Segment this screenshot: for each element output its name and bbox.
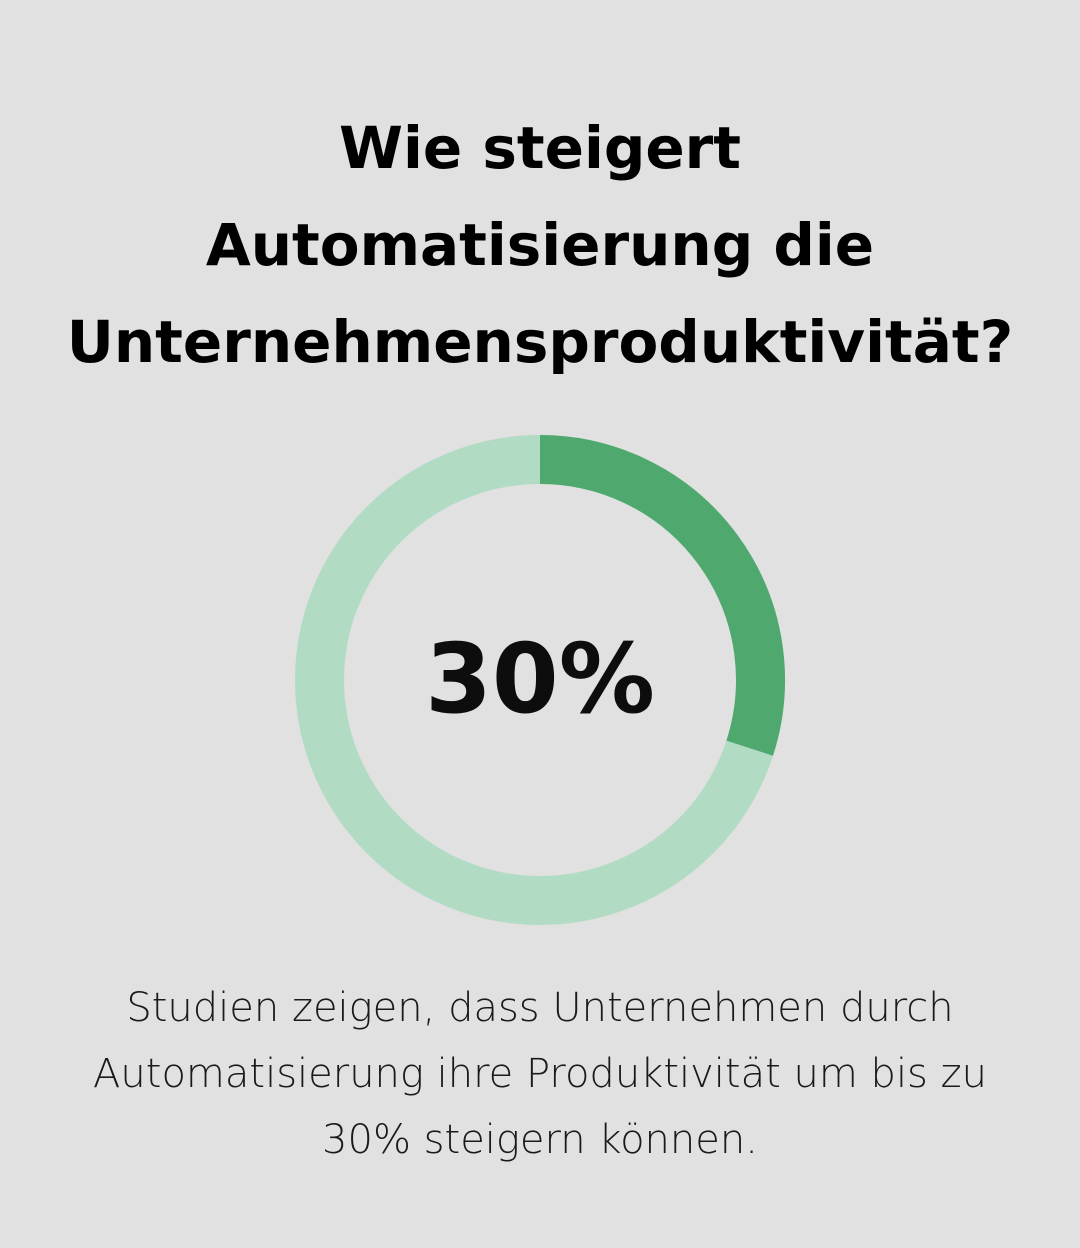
description-line-1: Studien zeigen, dass Unternehmen durch — [126, 985, 954, 1031]
title-line-2: Automatisierung die — [205, 211, 875, 279]
description-line-2: Automatisierung ihre Produktivität um bi… — [93, 1051, 987, 1097]
title-line-1: Wie steigert — [338, 114, 742, 182]
donut-center-label: 30% — [425, 623, 655, 735]
donut-filled-arc — [539, 435, 785, 756]
description-text: Studien zeigen, dass Unternehmen durch A… — [20, 975, 1060, 1173]
infographic-title: Wie steigert Automatisierung die Unterne… — [0, 100, 1080, 391]
description-line-3: 30% steigern können. — [322, 1117, 758, 1163]
title-line-3: Unternehmensproduktivität? — [66, 308, 1014, 376]
